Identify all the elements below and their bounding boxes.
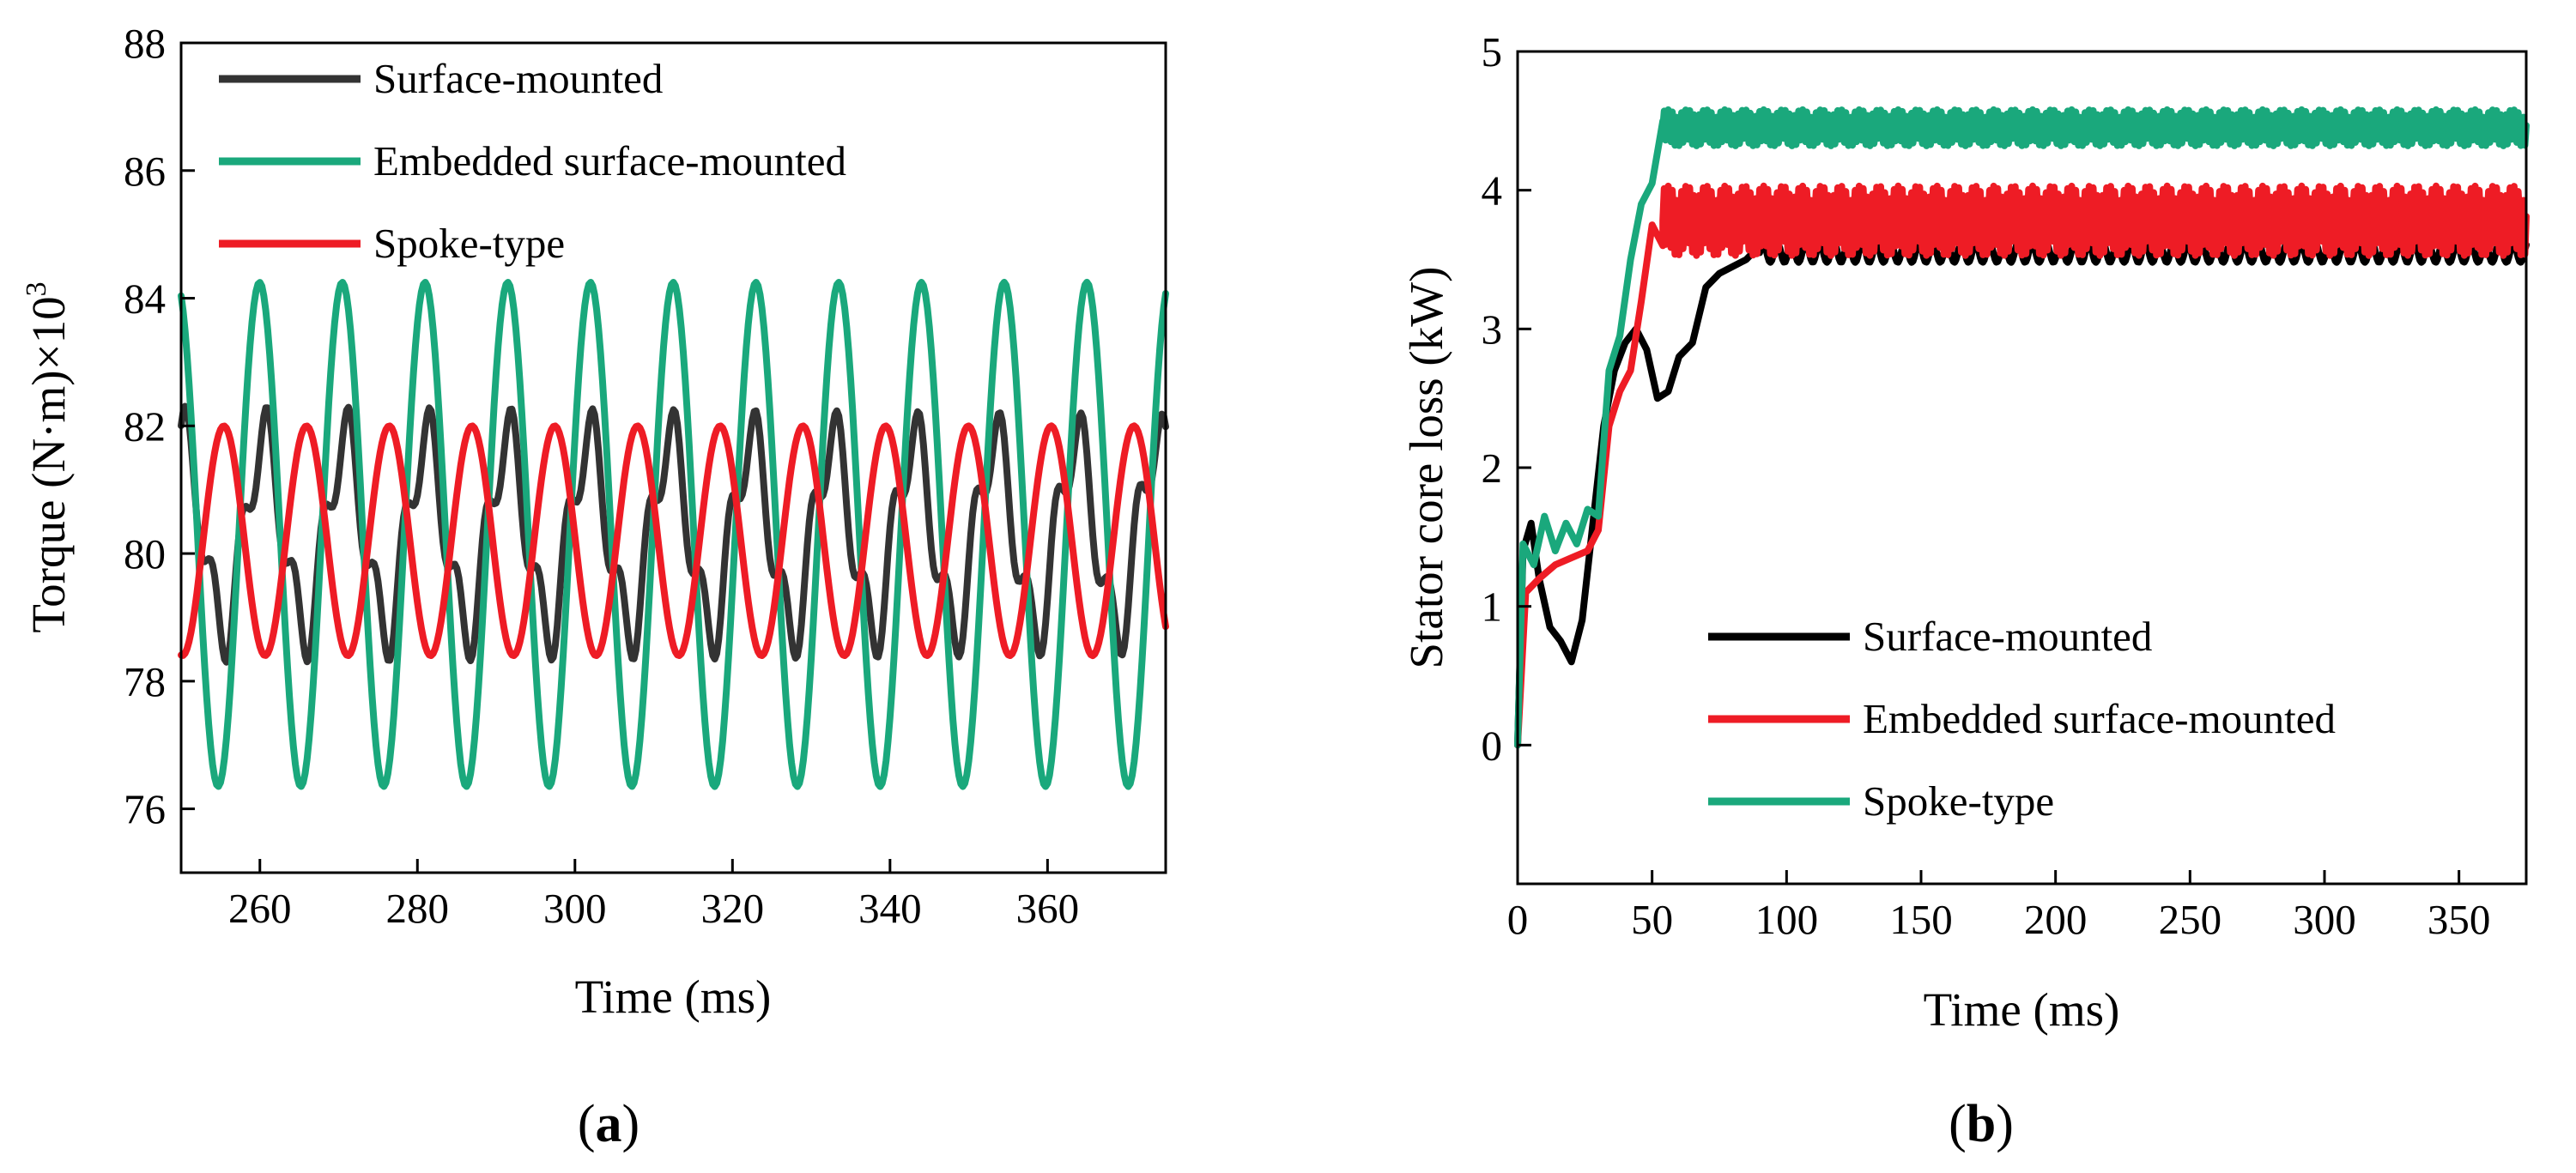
chart-a-x-tick-label: 300 bbox=[543, 885, 607, 932]
chart-b: 0 50 100 150 200 250 300 350 0 1 2 3 4 5 Time (ms) S… bbox=[1400, 28, 2530, 1153]
chart-b-legend-label: Spoke-type bbox=[1863, 777, 2054, 825]
chart-b-y-tick-label: 2 bbox=[1482, 444, 1503, 492]
chart-b-x-tick-label: 150 bbox=[1889, 896, 1953, 943]
chart-b-series-surface-mounted bbox=[1514, 239, 2530, 749]
chart-b-panel-label: (b) bbox=[1949, 1095, 2014, 1153]
chart-b-x-tick-label: 250 bbox=[2159, 896, 2222, 943]
chart-a-x-axis-label: Time (ms) bbox=[575, 970, 772, 1023]
chart-b-y-tick-label: 4 bbox=[1482, 167, 1503, 215]
chart-a-y-axis-label: Torque (N·m)×103 bbox=[21, 281, 75, 632]
chart-a-y-axis-label-sup: 3 bbox=[21, 281, 52, 296]
chart-b-x-tick-label: 200 bbox=[2024, 896, 2088, 943]
chart-b-x-tick-label: 0 bbox=[1507, 896, 1529, 943]
chart-a: 260 280 300 320 340 360 76 78 80 82 84 86 88 Time (… bbox=[21, 20, 1169, 1153]
chart-a-x-tick-label: 340 bbox=[858, 885, 922, 932]
chart-b-series-spoke-type bbox=[1514, 106, 2530, 749]
chart-a-frame bbox=[179, 41, 1167, 874]
chart-a-legend-label: Spoke-type bbox=[373, 220, 565, 267]
chart-b-frame bbox=[1516, 50, 2528, 886]
chart-a-y-tick-label: 82 bbox=[124, 402, 166, 450]
chart-a-legend: Surface-mounted Embedded surface-mounted S… bbox=[219, 55, 846, 267]
chart-a-y-tick-label: 76 bbox=[124, 786, 166, 833]
chart-b-series-embedded-surface-mounted bbox=[1514, 182, 2530, 749]
chart-b-x-axis-label: Time (ms) bbox=[1924, 983, 2120, 1036]
chart-b-x-tick-label: 50 bbox=[1631, 896, 1673, 943]
chart-a-y-tick-label: 88 bbox=[124, 20, 166, 67]
chart-b-x-tick-label: 100 bbox=[1755, 896, 1819, 943]
chart-a-series-embedded-surface-mounted bbox=[178, 278, 1169, 790]
chart-a-x-tick-label: 260 bbox=[228, 885, 292, 932]
chart-b-x-tick-label: 300 bbox=[2293, 896, 2356, 943]
chart-a-series-surface-mounted bbox=[178, 402, 1169, 666]
chart-b-legend-label: Surface-mounted bbox=[1863, 613, 2152, 660]
chart-a-y-tick-label: 80 bbox=[124, 530, 166, 577]
chart-a-x-tick-label: 320 bbox=[701, 885, 765, 932]
chart-a-y-tick-label: 84 bbox=[124, 275, 166, 323]
chart-b-x-tick-label: 350 bbox=[2428, 896, 2491, 943]
chart-b-legend-label: Embedded surface-mounted bbox=[1863, 695, 2336, 742]
chart-a-legend-label: Embedded surface-mounted bbox=[373, 137, 846, 184]
chart-b-y-tick-label: 3 bbox=[1482, 305, 1503, 353]
chart-b-legend: Surface-mounted Embedded surface-mounted S… bbox=[1708, 613, 2336, 825]
chart-a-legend-label: Surface-mounted bbox=[373, 55, 663, 102]
chart-b-y-tick-label: 1 bbox=[1482, 583, 1503, 631]
chart-b-y-axis-label: Stator core loss (kW) bbox=[1400, 267, 1452, 669]
chart-a-x-tick-label: 280 bbox=[386, 885, 450, 932]
chart-b-y-tick-label: 5 bbox=[1482, 28, 1503, 76]
chart-a-x-tick-label: 360 bbox=[1016, 885, 1080, 932]
chart-a-y-tick-label: 86 bbox=[124, 148, 166, 195]
chart-a-y-tick-label: 78 bbox=[124, 658, 166, 705]
chart-a-panel-label: (a) bbox=[578, 1095, 639, 1153]
chart-a-series-spoke-type bbox=[178, 422, 1169, 660]
chart-b-y-tick-label: 0 bbox=[1482, 722, 1503, 769]
